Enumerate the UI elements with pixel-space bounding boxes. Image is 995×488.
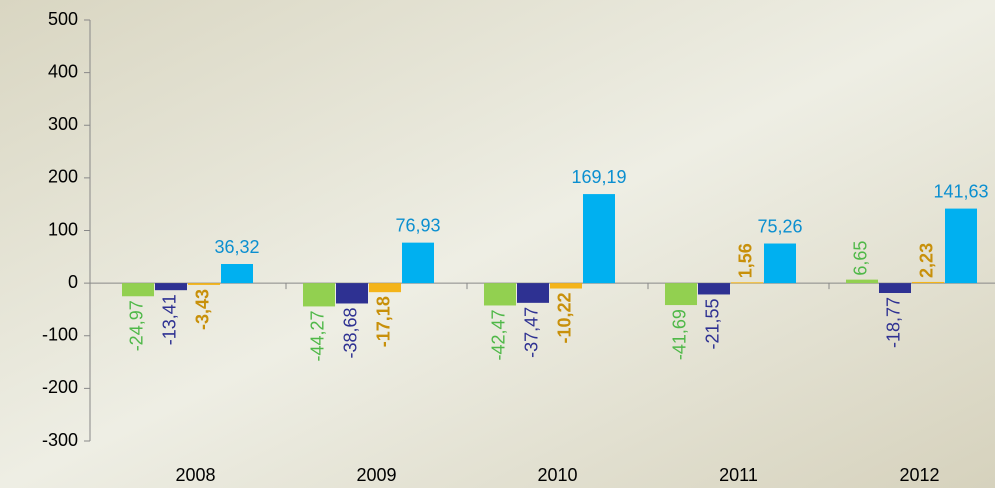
y-tick-label: 400	[48, 61, 78, 81]
data-label: -21,55	[703, 298, 723, 349]
data-label: -18,77	[884, 297, 904, 348]
data-label: -17,18	[374, 296, 394, 347]
bar	[155, 283, 187, 291]
x-tick-label: 2009	[356, 465, 396, 485]
data-label: -10,22	[555, 293, 575, 344]
y-tick-label: 500	[48, 9, 78, 29]
data-label: -38,68	[341, 307, 361, 358]
y-tick-label: 300	[48, 114, 78, 134]
bar	[369, 283, 401, 293]
bar	[731, 282, 763, 284]
bar	[764, 243, 796, 284]
bar	[402, 242, 434, 284]
bar	[484, 283, 516, 306]
data-label: 141,63	[933, 181, 988, 201]
data-label: 1,56	[736, 243, 756, 278]
data-label: -24,97	[127, 300, 147, 351]
bar	[698, 283, 730, 295]
data-label: -44,27	[308, 310, 328, 361]
bar	[303, 283, 335, 307]
bar	[517, 283, 549, 303]
data-label: 76,93	[395, 215, 440, 235]
bar	[188, 283, 220, 285]
data-label: 2,23	[917, 243, 937, 278]
bar	[945, 208, 977, 284]
y-tick-label: 100	[48, 219, 78, 239]
data-label: -3,43	[193, 289, 213, 330]
x-tick-label: 2011	[719, 465, 758, 485]
y-tick-label: -300	[42, 430, 78, 450]
bar	[336, 283, 368, 304]
y-tick-label: -200	[42, 377, 78, 397]
data-label: -42,47	[489, 309, 509, 360]
data-label: -13,41	[160, 294, 180, 345]
data-label: 169,19	[571, 167, 626, 187]
bar	[665, 283, 697, 306]
x-tick-label: 2012	[899, 465, 939, 485]
bar	[846, 279, 878, 284]
data-label: -41,69	[670, 309, 690, 360]
y-tick-label: 0	[68, 272, 78, 292]
data-label: 75,26	[757, 216, 802, 236]
bar	[879, 283, 911, 294]
data-label: 6,65	[851, 241, 871, 276]
bar	[583, 194, 615, 284]
data-label: 36,32	[214, 237, 259, 257]
x-tick-label: 2010	[537, 465, 577, 485]
bar	[122, 283, 154, 297]
y-tick-label: -100	[42, 325, 78, 345]
bar	[912, 281, 944, 284]
data-label: -37,47	[522, 307, 542, 358]
x-tick-label: 2008	[175, 465, 215, 485]
y-tick-label: 200	[48, 167, 78, 187]
bar	[550, 283, 582, 289]
bar	[221, 264, 253, 284]
